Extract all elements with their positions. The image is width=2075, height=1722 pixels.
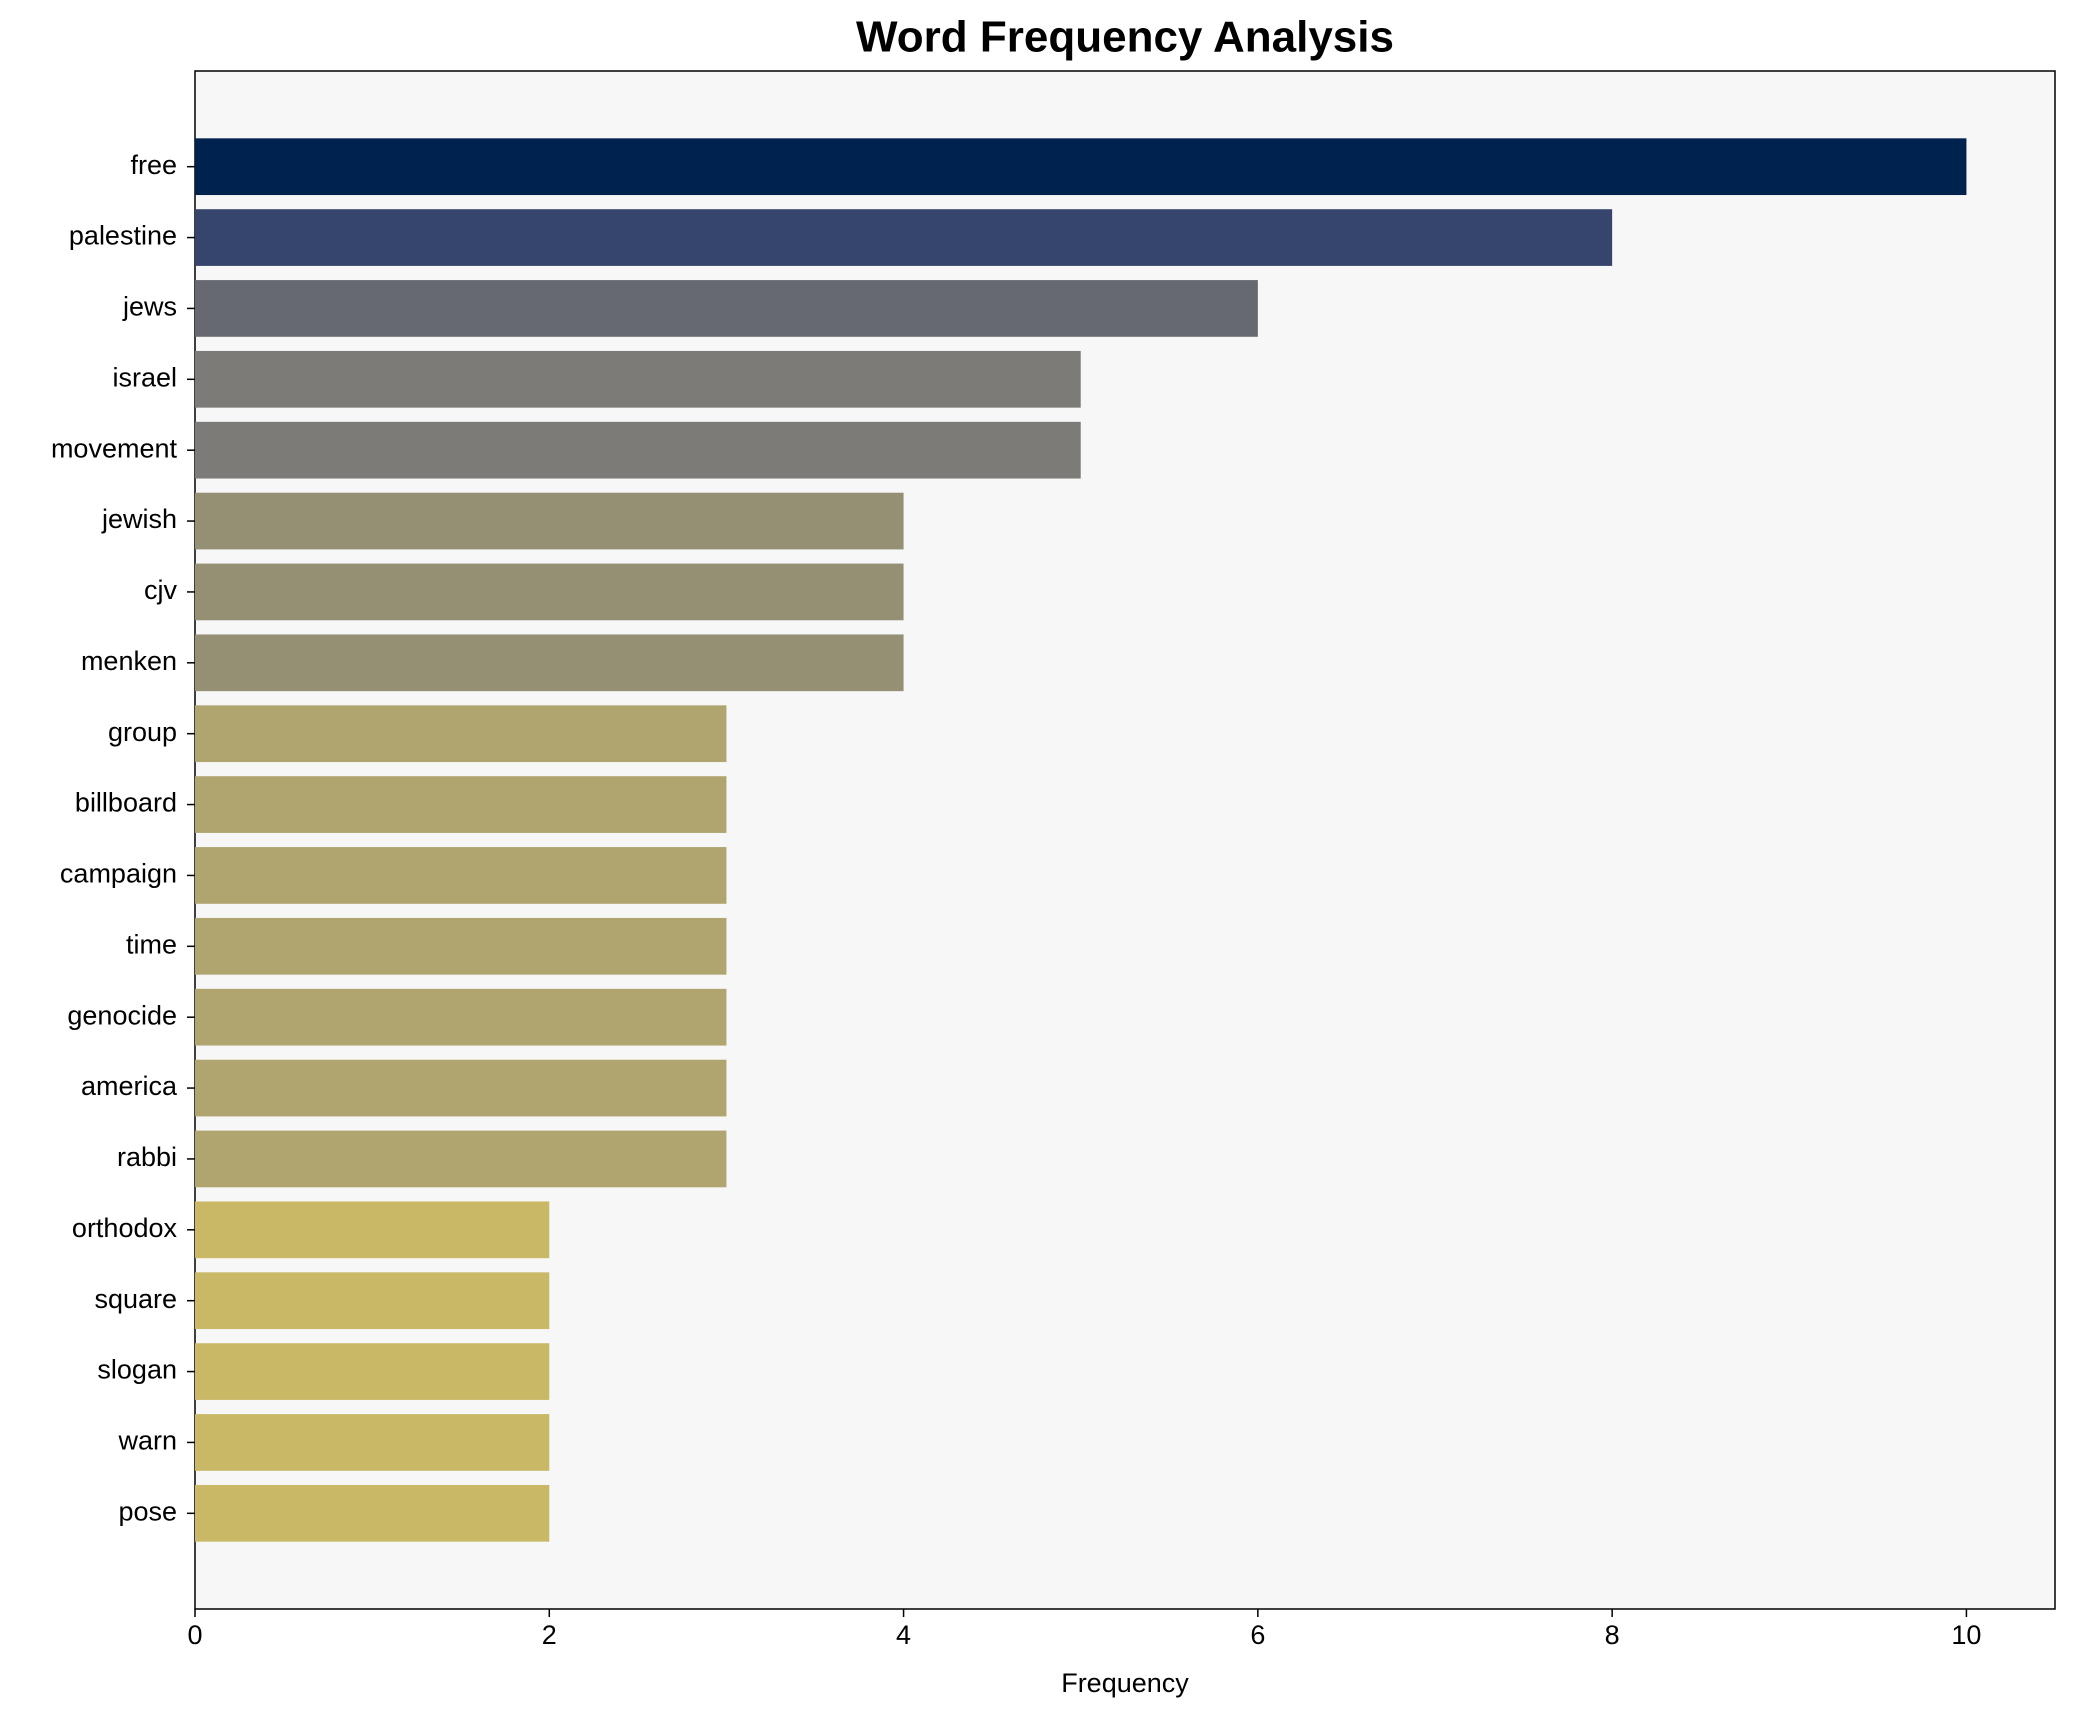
y-tick-label: campaign	[60, 859, 177, 889]
y-tick-label: america	[81, 1071, 178, 1101]
bar	[195, 634, 904, 692]
x-tick-label: 2	[542, 1620, 557, 1650]
x-tick-label: 8	[1605, 1620, 1620, 1650]
y-tick-label: israel	[112, 362, 177, 392]
bar	[195, 1484, 550, 1542]
y-tick-label: jewish	[101, 504, 177, 534]
x-tick-label: 10	[1951, 1620, 1981, 1650]
bar	[195, 988, 727, 1046]
bar	[195, 138, 1967, 196]
y-tick-label: rabbi	[117, 1142, 177, 1172]
bar	[195, 1272, 550, 1330]
y-tick-label: genocide	[67, 1000, 177, 1030]
bar	[195, 847, 727, 904]
bar	[195, 776, 727, 833]
bar	[195, 350, 1081, 408]
bar	[195, 1059, 727, 1117]
y-tick-label: group	[108, 717, 177, 747]
y-tick-label: warn	[117, 1426, 177, 1456]
y-tick-label: free	[130, 150, 177, 180]
x-tick-label: 6	[1250, 1620, 1265, 1650]
y-tick-label: menken	[81, 646, 177, 676]
y-tick-label: square	[94, 1284, 177, 1314]
bar	[195, 1130, 727, 1188]
y-tick-label: orthodox	[72, 1213, 178, 1243]
y-tick-label: time	[126, 929, 177, 959]
y-tick-label: palestine	[69, 221, 177, 251]
bar	[195, 421, 1081, 479]
chart-title: Word Frequency Analysis	[856, 13, 1394, 62]
y-tick-label: cjv	[144, 575, 177, 605]
bar	[195, 1343, 550, 1400]
bar	[195, 280, 1258, 337]
y-tick-label: pose	[118, 1496, 177, 1526]
y-tick-label: movement	[51, 433, 178, 463]
y-tick-label: jews	[122, 292, 177, 322]
y-tick-label: billboard	[75, 788, 177, 818]
bar	[195, 1201, 550, 1259]
bar	[195, 563, 904, 621]
x-axis-label: Frequency	[1061, 1668, 1189, 1698]
bar	[195, 1414, 550, 1471]
x-tick-label: 0	[187, 1620, 202, 1650]
bar	[195, 917, 727, 975]
bar	[195, 492, 904, 550]
bar	[195, 209, 1613, 266]
x-tick-label: 4	[896, 1620, 911, 1650]
bar	[195, 705, 727, 763]
y-tick-label: slogan	[97, 1355, 177, 1385]
